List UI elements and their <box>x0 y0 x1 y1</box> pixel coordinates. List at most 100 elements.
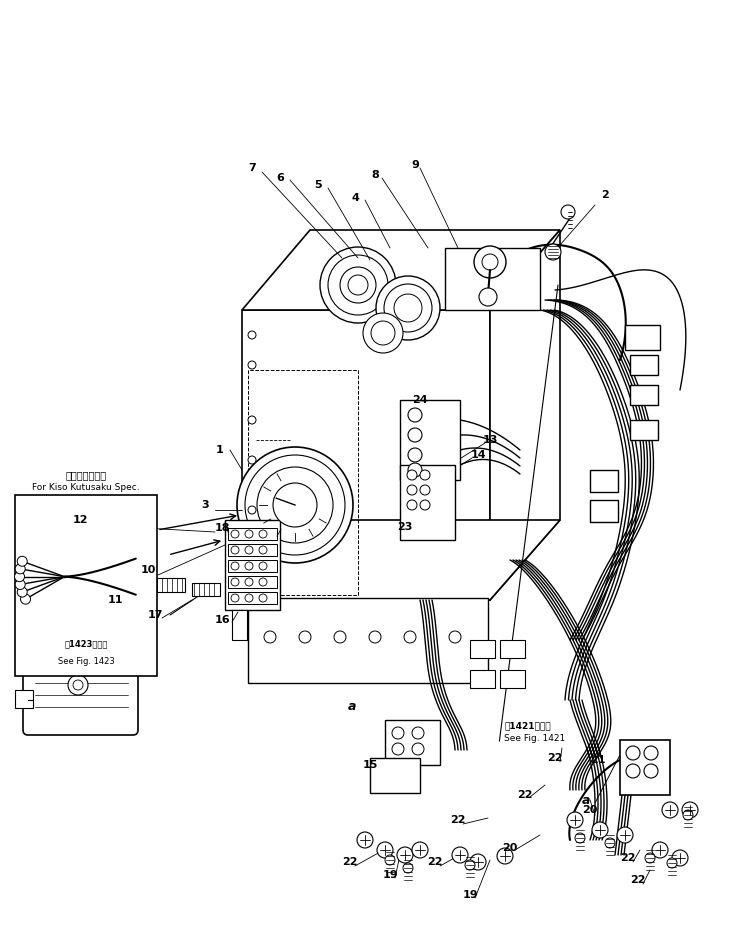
Circle shape <box>245 455 345 555</box>
Text: 19: 19 <box>462 890 478 900</box>
Circle shape <box>403 863 413 873</box>
Circle shape <box>683 810 693 820</box>
Text: 23: 23 <box>398 522 413 532</box>
Polygon shape <box>242 310 490 600</box>
Text: 第1421図参照: 第1421図参照 <box>504 721 551 731</box>
Circle shape <box>18 587 27 597</box>
Text: 7: 7 <box>248 163 256 173</box>
Bar <box>15 495 157 676</box>
Circle shape <box>68 675 88 695</box>
Text: 9: 9 <box>411 160 419 170</box>
Circle shape <box>248 361 256 369</box>
Circle shape <box>245 530 253 538</box>
Text: 13: 13 <box>482 435 498 445</box>
Bar <box>500 670 525 688</box>
Bar <box>228 528 277 540</box>
Circle shape <box>465 860 475 870</box>
Circle shape <box>259 578 267 586</box>
Circle shape <box>231 546 239 554</box>
Bar <box>15 638 33 656</box>
Circle shape <box>237 447 353 563</box>
Bar <box>630 420 658 440</box>
Bar <box>590 500 618 522</box>
Bar <box>228 592 277 604</box>
Circle shape <box>259 594 267 602</box>
Bar <box>15 690 33 708</box>
Circle shape <box>273 483 317 527</box>
Circle shape <box>408 448 422 462</box>
Circle shape <box>682 802 698 818</box>
Circle shape <box>259 546 267 554</box>
Circle shape <box>348 275 368 295</box>
Circle shape <box>407 470 417 480</box>
Polygon shape <box>242 520 560 600</box>
Circle shape <box>264 631 276 643</box>
Circle shape <box>407 485 417 495</box>
Bar <box>385 720 440 765</box>
Circle shape <box>567 812 583 828</box>
Text: 11: 11 <box>107 595 123 605</box>
Text: 10: 10 <box>140 565 156 575</box>
Bar <box>232 610 247 640</box>
Bar <box>500 640 525 658</box>
Bar <box>400 465 455 540</box>
Circle shape <box>377 842 393 858</box>
Circle shape <box>363 313 403 353</box>
Text: 19: 19 <box>382 870 398 880</box>
Text: 20: 20 <box>583 805 598 815</box>
Text: 17: 17 <box>147 610 163 620</box>
Circle shape <box>245 562 253 570</box>
Bar <box>620 740 670 795</box>
Circle shape <box>561 205 575 219</box>
Bar <box>192 583 220 596</box>
Text: 5: 5 <box>314 180 322 190</box>
Circle shape <box>626 746 640 760</box>
Circle shape <box>617 827 633 843</box>
Bar <box>228 544 277 556</box>
Circle shape <box>15 564 25 574</box>
Text: 14: 14 <box>470 450 486 460</box>
Circle shape <box>392 727 404 739</box>
Circle shape <box>299 631 311 643</box>
Circle shape <box>644 746 658 760</box>
Circle shape <box>245 578 253 586</box>
Circle shape <box>376 276 440 340</box>
Bar <box>630 355 658 375</box>
Bar <box>590 470 618 492</box>
Circle shape <box>605 838 615 848</box>
Circle shape <box>259 530 267 538</box>
FancyBboxPatch shape <box>23 615 138 735</box>
Circle shape <box>412 743 424 755</box>
Text: 21: 21 <box>590 755 606 765</box>
Text: 24: 24 <box>412 395 428 405</box>
Circle shape <box>545 244 561 260</box>
Circle shape <box>259 562 267 570</box>
Circle shape <box>479 288 497 306</box>
Circle shape <box>412 842 428 858</box>
Text: 22: 22 <box>342 857 357 867</box>
Circle shape <box>231 530 239 538</box>
Bar <box>370 758 420 793</box>
Text: 12: 12 <box>72 515 88 525</box>
Circle shape <box>672 850 688 866</box>
Circle shape <box>384 284 432 332</box>
Circle shape <box>497 848 513 864</box>
Circle shape <box>231 594 239 602</box>
Circle shape <box>320 247 396 323</box>
Circle shape <box>257 467 333 543</box>
Circle shape <box>408 408 422 422</box>
Circle shape <box>245 594 253 602</box>
Bar <box>400 400 460 480</box>
Text: 22: 22 <box>427 857 443 867</box>
Text: 1: 1 <box>216 445 224 455</box>
Bar <box>228 560 277 572</box>
Circle shape <box>248 506 256 514</box>
Circle shape <box>420 500 430 510</box>
Circle shape <box>662 802 678 818</box>
Text: 基础掘削仕様用: 基础掘削仕様用 <box>65 470 107 481</box>
Circle shape <box>357 832 373 848</box>
Circle shape <box>407 500 417 510</box>
Text: 6: 6 <box>276 173 284 183</box>
Circle shape <box>20 594 31 604</box>
Circle shape <box>231 578 239 586</box>
